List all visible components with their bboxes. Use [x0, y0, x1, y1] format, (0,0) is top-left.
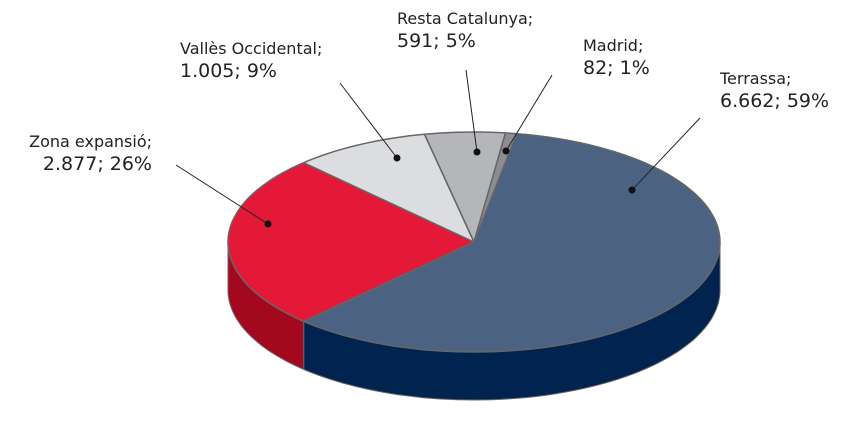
leader-line	[505, 74, 553, 152]
slice	[423, 131, 507, 243]
slice-value-label: 82; 1%	[583, 57, 650, 79]
slice-value-label: 591; 5%	[397, 30, 476, 52]
slice	[302, 133, 475, 243]
slice	[227, 161, 475, 323]
slice	[473, 132, 518, 243]
slice-value-label: 1.005; 9%	[180, 60, 277, 82]
leader-line	[339, 82, 398, 159]
slice-label: Zona expansió;	[29, 132, 152, 151]
slice-label: Resta Catalunya;	[397, 9, 533, 28]
leader-line	[175, 164, 269, 225]
leader-dot	[628, 186, 636, 194]
leader-line	[631, 117, 701, 191]
slice-value-label: 6.662; 59%	[720, 90, 829, 112]
leader-line	[465, 69, 478, 153]
slice-label: Terrassa;	[719, 69, 791, 88]
leader-dot	[473, 148, 481, 156]
leader-dot	[502, 147, 510, 155]
leader-dot	[393, 154, 401, 162]
slice-label: Vallès Occidental;	[180, 39, 322, 58]
leader-dot	[264, 220, 272, 228]
slice	[302, 132, 721, 353]
slice-value-label: 2.877; 26%	[43, 153, 152, 175]
slice-label: Madrid;	[583, 36, 643, 55]
